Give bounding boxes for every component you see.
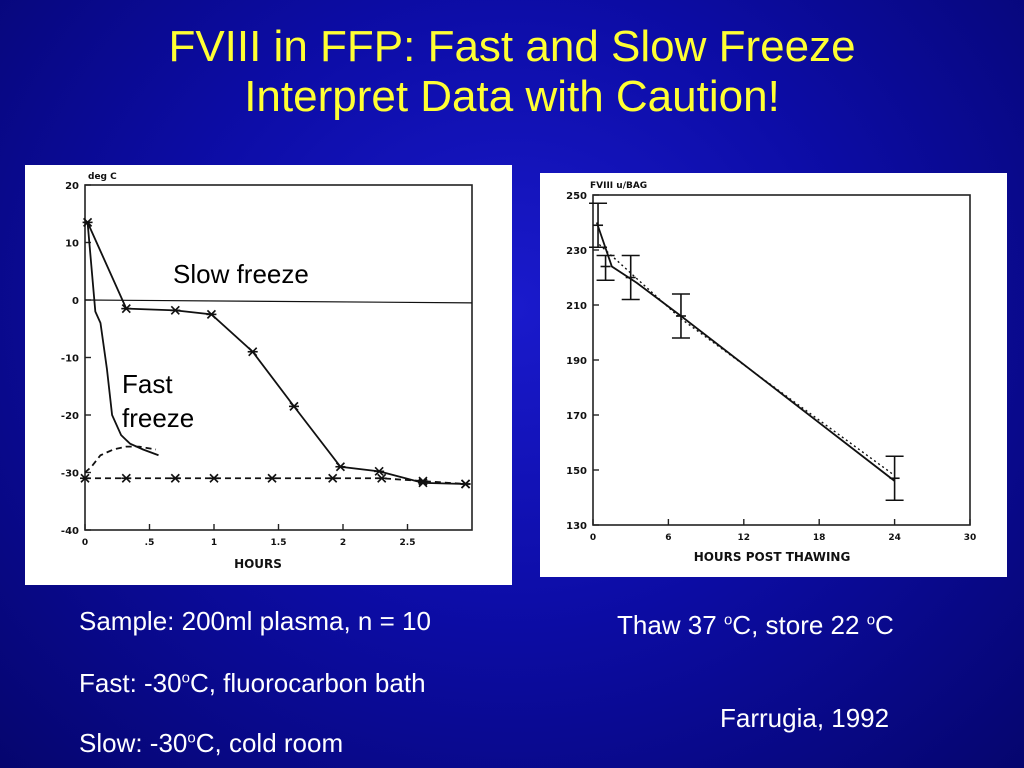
slow-degree: o: [187, 729, 196, 747]
x-tick-label: .5: [145, 538, 155, 548]
x-axis-label: HOURS POST THAWING: [694, 550, 851, 564]
x-tick-label: 24: [888, 533, 901, 543]
freeze-chart-panel: 20 10 0 -10 -20 -30 -40 0.5 1 1.5 2 2.5 deg C HOURS S…: [25, 165, 512, 585]
fviii-chart-panel: 250 230 210 190 170 150 130 0 6 12 18 24 30 FVIII u/B…: [540, 173, 1007, 577]
y-axis-label: deg C: [88, 172, 117, 182]
thaw-prefix: Thaw 37: [617, 610, 724, 640]
title-line-2: Interpret Data with Caution!: [244, 72, 780, 121]
x-tick-label: 6: [665, 533, 671, 543]
y-tick-label: -10: [61, 354, 79, 365]
fast-degree: o: [181, 669, 190, 687]
plot-frame: [592, 194, 971, 526]
x-tick-label: 2.5: [400, 538, 416, 548]
title-line-1: FVIII in FFP: Fast and Slow Freeze: [168, 22, 856, 71]
series-line: [85, 477, 466, 485]
x-tick-label: 0: [590, 533, 596, 543]
x-tick-label: 30: [964, 533, 977, 543]
sample-text: Sample: 200ml plasma, n = 10: [79, 606, 431, 636]
thaw-degree-2: o: [866, 611, 876, 629]
x-axis-label: HOURS: [234, 557, 282, 571]
annotation-slow-freeze: Slow freeze: [173, 259, 309, 289]
fast-suffix: C, fluorocarbon bath: [189, 668, 426, 698]
y-axis-label: FVIII u/BAG: [590, 181, 647, 191]
annotation-fast-freeze: Fast freeze: [122, 369, 195, 433]
slide-title: FVIII in FFP: Fast and Slow Freeze Inter…: [0, 22, 1024, 122]
y-tick-label: 190: [566, 356, 587, 367]
series-line: [86, 222, 159, 457]
y-tick-label: -40: [61, 526, 79, 537]
series-line: [86, 222, 466, 485]
x-tick-label: 12: [738, 533, 751, 543]
slow-suffix: C, cold room: [195, 728, 344, 758]
y-tick-label: -20: [61, 411, 79, 422]
y-tick-label: 130: [566, 521, 587, 532]
series-line: [598, 243, 896, 477]
y-tick-label: 170: [566, 411, 587, 422]
y-tick-label: 210: [566, 301, 587, 312]
x-tick-label: 0: [82, 538, 88, 548]
y-tick-label: 20: [65, 181, 79, 192]
thaw-mid: C, store 22: [732, 610, 867, 640]
fast-prefix: Fast: -30: [79, 668, 182, 698]
thaw-degree-1: o: [723, 611, 733, 629]
series-line: [595, 222, 896, 482]
x-tick-label: 2: [340, 538, 346, 548]
series-line: [84, 299, 473, 304]
fast-note: Fast: -30oC, fluorocarbon bath: [79, 668, 426, 698]
y-tick-label: 10: [65, 239, 79, 250]
thaw-suffix: C: [875, 610, 894, 640]
y-tick-label: 150: [566, 466, 587, 477]
x-tick-label: 1: [211, 538, 217, 548]
sample-note: Sample: 200ml plasma, n = 10: [79, 606, 431, 636]
y-tick-label: -30: [61, 469, 79, 480]
citation-text: Farrugia, 1992: [720, 703, 890, 733]
thaw-note: Thaw 37 oC, store 22 oC: [617, 610, 894, 640]
x-tick-label: 18: [813, 533, 826, 543]
slow-prefix: Slow: -30: [79, 728, 188, 758]
citation: Farrugia, 1992: [720, 703, 889, 733]
y-tick-label: 0: [72, 296, 79, 307]
y-tick-label: 250: [566, 191, 587, 202]
x-tick-label: 1.5: [271, 538, 287, 548]
series-line: [84, 445, 157, 474]
slow-note: Slow: -30oC, cold room: [79, 728, 343, 758]
y-tick-label: 230: [566, 246, 587, 257]
